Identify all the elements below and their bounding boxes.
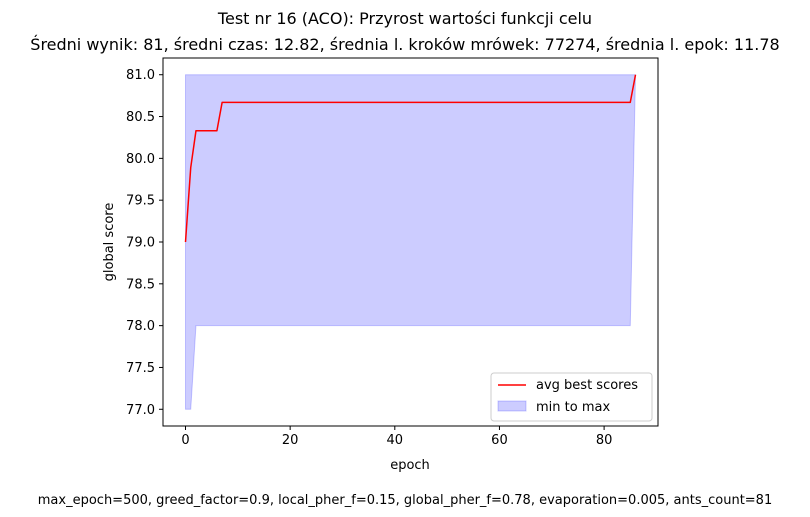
legend-swatch-band (497, 400, 527, 412)
x-tick-label: 80 (596, 433, 613, 448)
x-axis-label: epoch (390, 458, 430, 473)
x-tick-label: 60 (491, 433, 508, 448)
parameters-footer: max_epoch=500, greed_factor=0.9, local_p… (38, 493, 772, 508)
legend-label-min-to-max: min to max (536, 400, 610, 415)
y-tick-label: 78.0 (126, 319, 155, 334)
chart-title: Test nr 16 (ACO): Przyrost wartości funk… (217, 9, 592, 28)
y-tick-label: 80.5 (126, 110, 155, 125)
y-tick-label: 80.0 (126, 152, 155, 167)
x-tick-label: 0 (181, 433, 189, 448)
y-tick-label: 81.0 (126, 68, 155, 83)
chart-subtitle: Średni wynik: 81, średni czas: 12.82, śr… (30, 35, 779, 54)
avg-best-scores-line (184, 74, 637, 243)
legend-box (490, 372, 653, 422)
x-tick-label: 40 (387, 433, 404, 448)
plot-area: 0 20 40 60 80 77.0 77.5 78.0 78.5 79.0 79.5 80.0 80.… (126, 57, 659, 448)
y-tick-label: 77.0 (126, 403, 155, 418)
y-tick-label: 78.5 (126, 277, 155, 292)
x-tick-label: 20 (282, 433, 299, 448)
y-tick-label: 77.5 (126, 361, 155, 376)
y-axis-label: global score (102, 203, 117, 282)
legend-label-avg-best-scores: avg best scores (536, 378, 638, 393)
min-to-max-band (185, 74, 637, 410)
y-tick-label: 79.5 (126, 194, 155, 209)
legend: avg best scores min to max (490, 372, 653, 422)
y-tick-label: 79.0 (126, 236, 155, 251)
